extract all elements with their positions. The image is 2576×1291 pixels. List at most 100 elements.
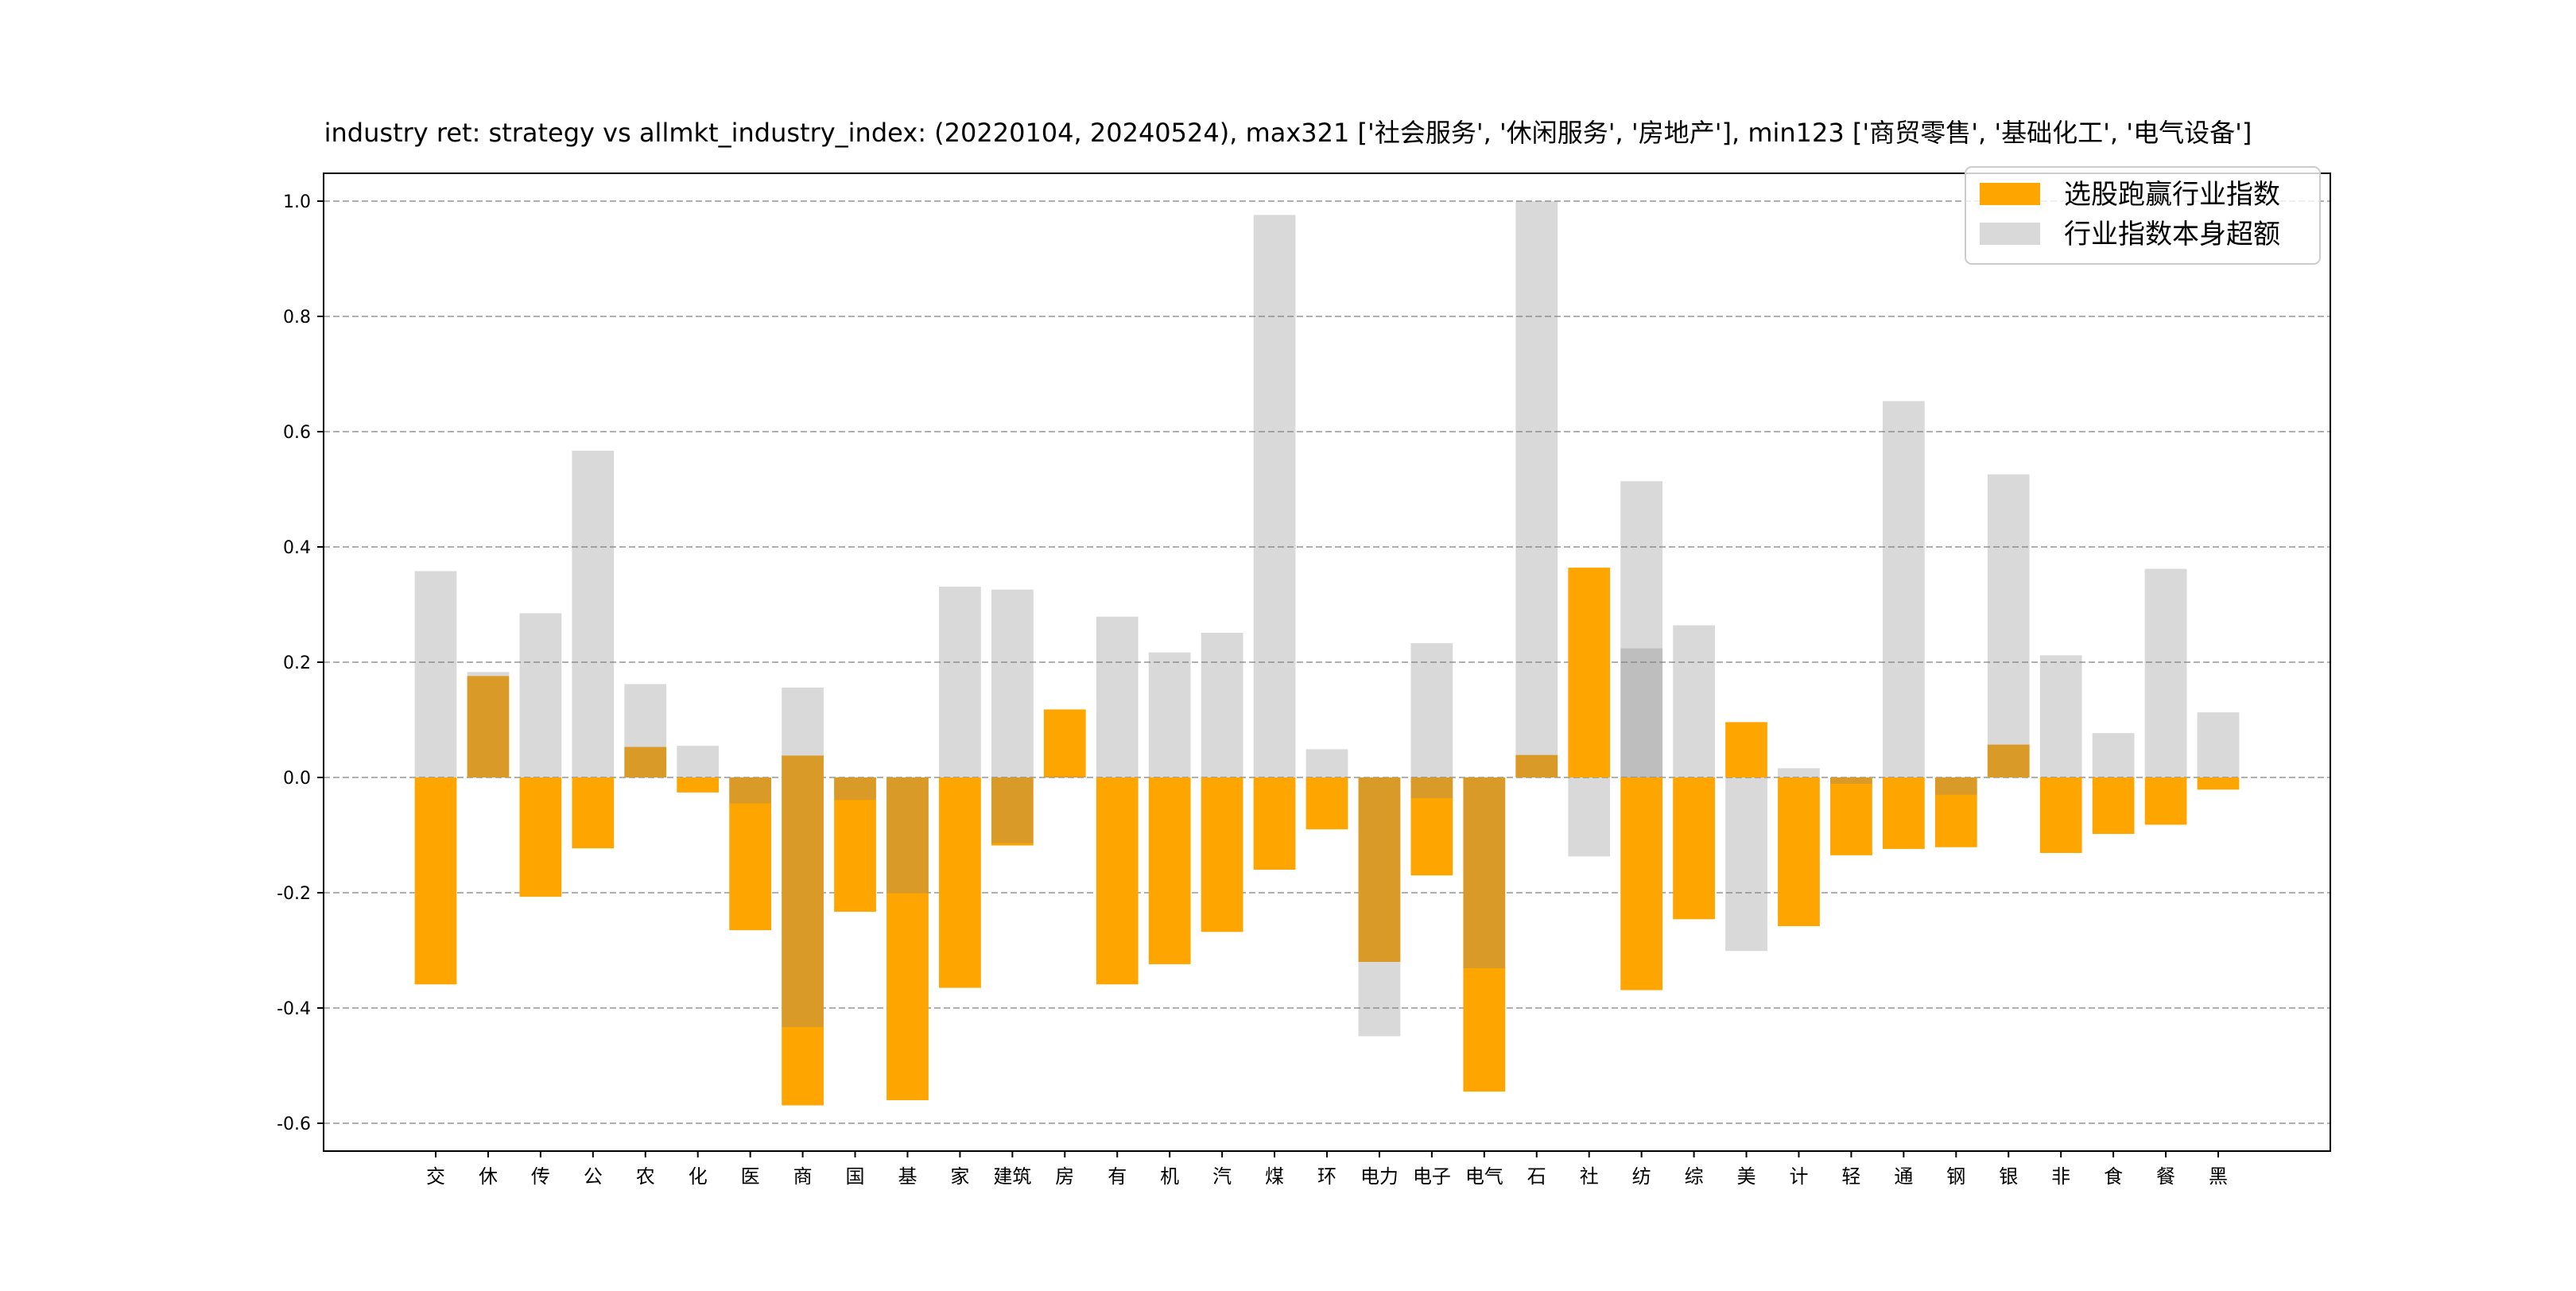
x-tick-label: 家: [950, 1165, 969, 1188]
bar-建筑: [991, 777, 1034, 846]
bar-计: [1778, 768, 1820, 777]
bar-黑: [2197, 777, 2240, 790]
bar-汽: [1201, 777, 1243, 932]
bar-通: [1882, 777, 1925, 849]
x-tick-label: 环: [1317, 1165, 1336, 1188]
legend: 选股跑赢行业指数 行业指数本身超额: [1965, 166, 2321, 265]
bar-基: [886, 777, 929, 894]
x-tick-label: 化: [689, 1165, 708, 1188]
bar-非: [2039, 655, 2082, 777]
y-tick-label: -0.6: [277, 1115, 311, 1134]
bar-银: [1987, 744, 2030, 777]
x-tick-label: 汽: [1212, 1165, 1232, 1188]
bar-建筑: [991, 589, 1034, 777]
x-tick-label: 国: [846, 1165, 865, 1188]
bar-钢: [1934, 777, 1977, 795]
bar-石: [1515, 754, 1558, 777]
bar-汽: [1201, 633, 1243, 777]
bar-美: [1725, 722, 1767, 777]
bar-有: [1096, 616, 1139, 777]
bar-银: [1987, 474, 2030, 777]
x-tick-label: 房: [1055, 1165, 1074, 1188]
bar-商: [782, 687, 824, 777]
bar-钢: [1934, 777, 1977, 847]
x-tick-label: 建筑: [993, 1165, 1031, 1188]
bar-纺: [1620, 481, 1663, 777]
bar-电力: [1358, 777, 1401, 962]
bar-家: [939, 777, 981, 988]
bar-公: [572, 450, 615, 777]
legend-label-industry: 行业指数本身超额: [2064, 219, 2280, 250]
x-tick-label: 交: [426, 1165, 445, 1188]
y-tick-label: -0.4: [277, 999, 311, 1019]
x-tick-label: 社: [1580, 1165, 1599, 1188]
bar-通: [1882, 401, 1925, 777]
bar-传: [519, 613, 562, 777]
x-tick-label: 电气: [1465, 1165, 1503, 1188]
x-tick-label: 石: [1527, 1165, 1546, 1188]
bar-国: [834, 777, 876, 912]
x-tick-label: 钢: [1946, 1165, 1965, 1188]
bar-商: [782, 777, 824, 1027]
bar-综: [1673, 625, 1715, 777]
chart-title: industry ret: strategy vs allmkt_industr…: [324, 118, 2252, 148]
x-tick-label: 煤: [1265, 1165, 1284, 1188]
y-tick-label: -0.2: [277, 884, 311, 904]
y-tick-label: 0.6: [283, 423, 311, 443]
x-tick-label: 传: [531, 1165, 550, 1188]
bar-美: [1725, 777, 1767, 952]
bar-农: [624, 684, 667, 777]
bar-医: [729, 777, 772, 804]
bar-国: [834, 777, 876, 801]
x-tick-label: 纺: [1632, 1165, 1651, 1188]
bar-家: [939, 587, 981, 777]
x-tick-label: 餐: [2156, 1165, 2175, 1188]
bar-轻: [1830, 777, 1872, 855]
x-tick-label: 机: [1160, 1165, 1179, 1188]
x-tick-label: 轻: [1841, 1165, 1860, 1188]
bar-食: [2092, 733, 2135, 777]
x-tick-label: 美: [1737, 1165, 1756, 1188]
bar-化: [677, 746, 720, 777]
bar-交: [414, 571, 457, 777]
x-tick-label: 有: [1108, 1165, 1127, 1188]
x-tick-label: 银: [1999, 1165, 2018, 1188]
x-tick-label: 黑: [2209, 1165, 2228, 1188]
bar-基: [886, 777, 929, 1100]
bar-有: [1096, 777, 1139, 985]
bar-综: [1673, 777, 1715, 920]
legend-label-strategy: 选股跑赢行业指数: [2064, 179, 2280, 211]
x-tick-label: 非: [2051, 1165, 2070, 1188]
axes-frame: [323, 173, 2331, 1152]
x-tick-label: 食: [2104, 1165, 2123, 1188]
x-tick-label: 综: [1685, 1165, 1704, 1188]
x-tick-label: 电子: [1413, 1165, 1451, 1188]
bar-社: [1568, 777, 1611, 857]
bar-公: [572, 777, 615, 849]
bar-农: [624, 746, 667, 777]
bar-电子: [1410, 777, 1453, 876]
bar-纺: [1620, 648, 1663, 777]
legend-swatch-strategy: [1980, 183, 2040, 205]
bar-化: [677, 777, 720, 793]
bar-餐: [2144, 777, 2187, 825]
bar-传: [519, 777, 562, 897]
bar-机: [1148, 652, 1191, 777]
bar-交: [414, 777, 457, 985]
bar-商: [782, 755, 824, 777]
bar-计: [1778, 777, 1820, 927]
x-tick-label: 基: [898, 1165, 917, 1188]
bar-餐: [2144, 568, 2187, 777]
bar-建筑: [991, 777, 1034, 843]
y-tick-label: 0.4: [283, 538, 311, 558]
bar-医: [729, 777, 772, 931]
x-tick-label: 医: [741, 1165, 760, 1188]
bar-食: [2092, 777, 2135, 835]
y-tick-label: 1.0: [283, 192, 311, 212]
bar-休: [467, 672, 510, 777]
bar-社: [1568, 568, 1611, 777]
bar-电力: [1358, 777, 1401, 1037]
series-strategy-bars: [414, 568, 2240, 1106]
x-tick-label: 农: [636, 1165, 655, 1188]
